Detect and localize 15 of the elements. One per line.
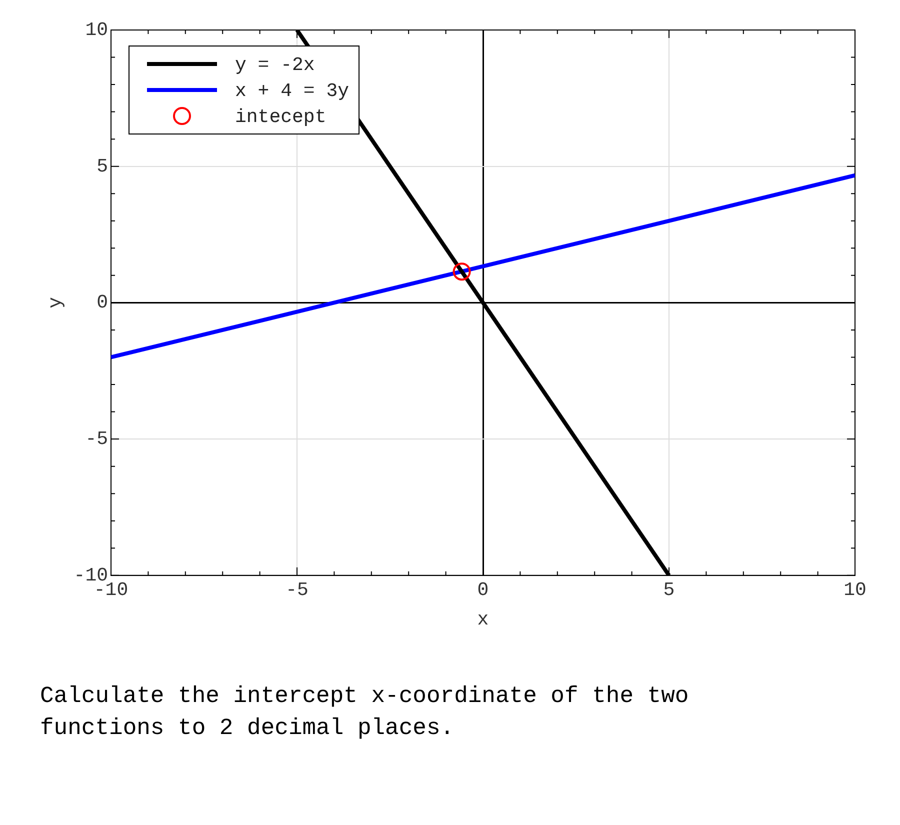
y-tick-label: 0 — [96, 292, 108, 314]
x-tick-label: 10 — [844, 578, 866, 601]
y-tick-label: -5 — [85, 428, 108, 450]
y-tick-label: 5 — [96, 155, 108, 178]
x-tick-label: 0 — [477, 578, 489, 601]
text: Calculate the intercept x-coordinate of the two functions to 2 decimal places. — [40, 682, 690, 743]
legend-label: y = -2x — [235, 54, 315, 76]
x-axis-title: x — [477, 608, 489, 631]
legend-label: intecept — [235, 106, 326, 128]
x-tick-label: 5 — [663, 578, 675, 601]
y-tick-label: 10 — [85, 19, 108, 42]
legend-label: x + 4 = 3y — [235, 80, 350, 102]
x-tick-label: -5 — [286, 578, 308, 601]
y-tick-label: -10 — [74, 564, 108, 586]
y-axis-title: y — [44, 296, 66, 308]
